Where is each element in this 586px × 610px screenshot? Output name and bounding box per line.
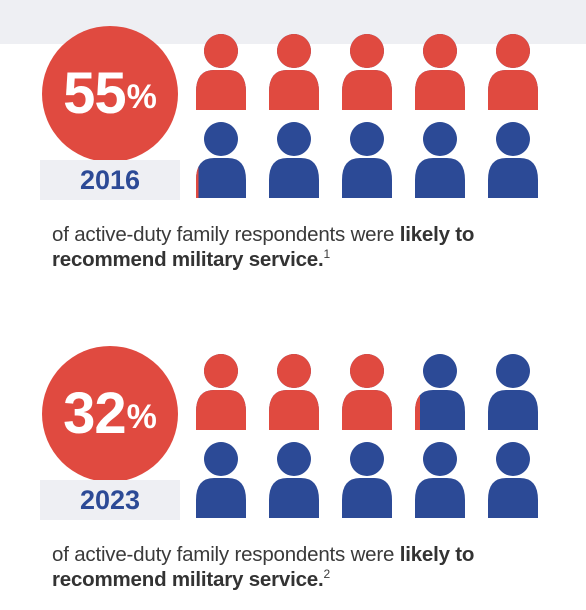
caption-bold-1: likely to bbox=[399, 223, 475, 246]
person-icon bbox=[263, 440, 325, 518]
person-icon bbox=[263, 352, 325, 430]
person-icon-grid bbox=[190, 32, 550, 200]
percent-circle: 55% bbox=[42, 26, 178, 162]
person-icon bbox=[336, 440, 398, 518]
person-icon bbox=[409, 352, 471, 430]
person-icon bbox=[190, 120, 252, 198]
person-icon bbox=[190, 352, 252, 430]
person-icon bbox=[409, 120, 471, 198]
person-icon bbox=[482, 32, 544, 110]
percent-number: 55 bbox=[63, 61, 127, 126]
stat-section-2023: 32% 2023 of active-duty family responden… bbox=[0, 320, 586, 610]
person-icon bbox=[482, 120, 544, 198]
caption-text: of active-duty family respondents were bbox=[52, 543, 400, 566]
caption-bold-1: likely to bbox=[399, 543, 475, 566]
person-icon bbox=[190, 440, 252, 518]
percent-sign: % bbox=[126, 398, 157, 436]
person-icon-grid bbox=[190, 352, 550, 520]
percent-sign: % bbox=[126, 78, 157, 116]
person-icon bbox=[263, 120, 325, 198]
person-icon bbox=[263, 32, 325, 110]
stat-caption: of active-duty family respondents were l… bbox=[52, 542, 572, 592]
person-icon bbox=[482, 440, 544, 518]
year-label: 2016 bbox=[40, 160, 180, 200]
person-icon bbox=[336, 32, 398, 110]
person-icon bbox=[409, 440, 471, 518]
person-icon bbox=[336, 352, 398, 430]
caption-bold-2: recommend military service. bbox=[52, 248, 324, 271]
caption-text: of active-duty family respondents were bbox=[52, 223, 400, 246]
year-label: 2023 bbox=[40, 480, 180, 520]
person-icon bbox=[482, 352, 544, 430]
stat-section-2016: 55% 2016 of active-duty family responden… bbox=[0, 0, 586, 290]
caption-bold-2: recommend military service. bbox=[52, 568, 324, 591]
percent-number: 32 bbox=[63, 381, 127, 446]
percent-circle: 32% bbox=[42, 346, 178, 482]
person-icon bbox=[336, 120, 398, 198]
person-icon bbox=[409, 32, 471, 110]
stat-caption: of active-duty family respondents were l… bbox=[52, 222, 572, 272]
person-icon bbox=[190, 32, 252, 110]
footnote-marker: 1 bbox=[323, 247, 331, 262]
footnote-marker: 2 bbox=[323, 567, 331, 582]
